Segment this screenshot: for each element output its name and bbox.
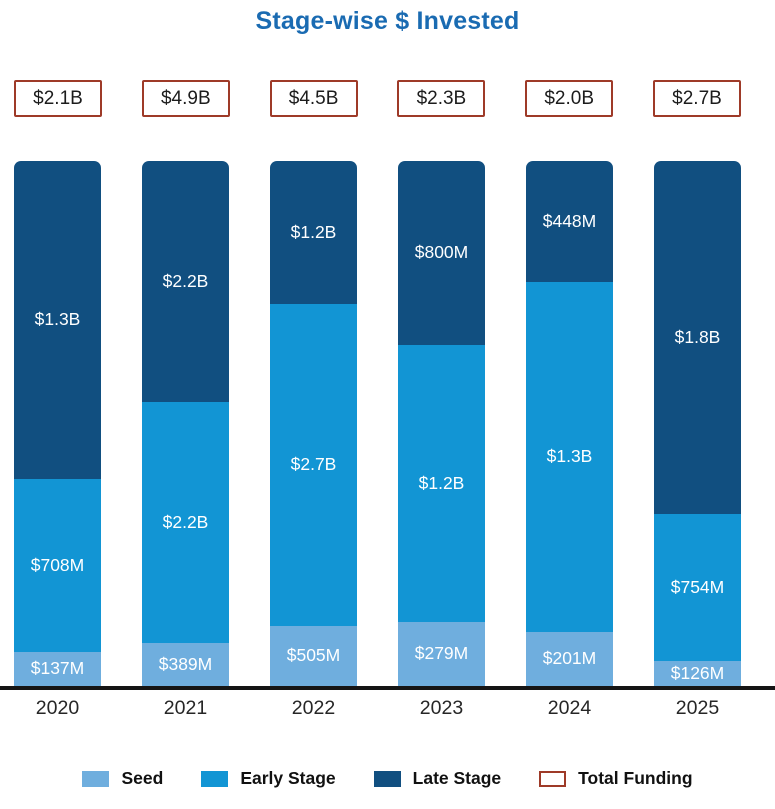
bar-2021: $2.2B $2.2B $389M xyxy=(142,161,229,686)
segment-value-label-seed-2020: $137M xyxy=(30,658,85,679)
segment-early-stage-2023: $1.2B xyxy=(398,345,485,622)
x-axis-label-2020: 2020 xyxy=(35,697,80,719)
segment-seed-2023: $279M xyxy=(398,621,485,686)
segment-value-label-late-stage-2020: $1.3B xyxy=(34,309,81,330)
segment-seed-2024: $201M xyxy=(526,631,613,686)
segment-value-label-seed-2023: $279M xyxy=(414,643,469,664)
segment-value-label-early-stage-2022: $2.7B xyxy=(290,454,337,475)
segment-value-label-late-stage-2021: $2.2B xyxy=(162,270,209,291)
segment-value-label-early-stage-2023: $1.2B xyxy=(418,472,465,493)
segment-late-stage-2025: $1.8B xyxy=(654,161,741,514)
total-funding-box-2021: $4.9B xyxy=(141,80,230,117)
segment-value-label-seed-2021: $389M xyxy=(158,653,213,674)
segment-seed-2021: $389M xyxy=(142,643,229,686)
segment-value-label-late-stage-2025: $1.8B xyxy=(674,326,721,347)
total-funding-box-2022: $4.5B xyxy=(269,80,358,117)
x-axis-label-2021: 2021 xyxy=(163,697,208,719)
segment-value-label-seed-2025: $126M xyxy=(670,662,725,683)
segment-value-label-early-stage-2020: $708M xyxy=(30,555,85,576)
bar-2024: $448M $1.3B $201M xyxy=(526,161,613,686)
segment-early-stage-2025: $754M xyxy=(654,513,741,662)
legend-item-seed: Seed xyxy=(82,768,163,789)
legend-item-early-stage: Early Stage xyxy=(201,768,336,789)
total-funding-box-2023: $2.3B xyxy=(397,80,486,117)
legend-item-late-stage: Late Stage xyxy=(373,768,502,789)
x-axis-label-2024: 2024 xyxy=(547,697,592,719)
bar-2023: $800M $1.2B $279M xyxy=(398,161,485,686)
legend-swatch-seed xyxy=(82,770,110,787)
segment-late-stage-2020: $1.3B xyxy=(14,161,101,480)
segment-value-label-early-stage-2024: $1.3B xyxy=(546,446,593,466)
segment-early-stage-2022: $2.7B xyxy=(270,304,357,626)
segment-late-stage-2021: $2.2B xyxy=(142,161,229,403)
segment-early-stage-2021: $2.2B xyxy=(142,402,229,644)
segment-value-label-seed-2024: $201M xyxy=(542,648,597,669)
segment-early-stage-2024: $1.3B xyxy=(526,281,613,632)
segment-value-label-late-stage-2024: $448M xyxy=(542,210,597,231)
total-funding-row: $2.1B $4.9B $4.5B $2.3B $2.0B $2.7B xyxy=(0,80,775,117)
x-axis-label-2022: 2022 xyxy=(291,697,336,719)
segment-value-label-late-stage-2023: $800M xyxy=(414,242,469,263)
page-title: Stage-wise $ Invested xyxy=(255,7,520,35)
segment-value-label-early-stage-2021: $2.2B xyxy=(162,512,209,532)
legend-label-late-stage: Late Stage xyxy=(412,768,502,788)
x-axis-labels-row: 2020 2021 2022 2023 2024 2025 xyxy=(0,697,775,720)
legend-swatch-total-funding xyxy=(539,770,567,787)
legend-label-early-stage: Early Stage xyxy=(240,768,336,788)
segment-seed-2022: $505M xyxy=(270,625,357,686)
legend-label-seed: Seed xyxy=(121,768,164,788)
segment-value-label-seed-2022: $505M xyxy=(286,645,341,666)
x-axis-line xyxy=(0,686,775,690)
legend-label-total-funding: Total Funding xyxy=(578,768,693,788)
total-funding-box-2025: $2.7B xyxy=(652,80,741,117)
segment-seed-2025: $126M xyxy=(654,661,741,686)
bar-2022: $1.2B $2.7B $505M xyxy=(270,161,357,686)
segment-early-stage-2020: $708M xyxy=(14,479,101,653)
segment-value-label-early-stage-2025: $754M xyxy=(670,576,725,597)
legend-item-total-funding: Total Funding xyxy=(539,768,693,789)
x-axis-label-2025: 2025 xyxy=(675,697,720,719)
segment-late-stage-2024: $448M xyxy=(526,161,613,282)
segment-value-label-late-stage-2022: $1.2B xyxy=(290,221,337,242)
x-axis-label-2023: 2023 xyxy=(419,697,464,719)
total-funding-box-2024: $2.0B xyxy=(525,80,614,117)
legend-swatch-late-stage xyxy=(373,770,401,787)
segment-seed-2020: $137M xyxy=(14,652,101,686)
chart-legend: Seed Early Stage Late Stage Total Funding xyxy=(0,768,775,789)
bar-2020: $1.3B $708M $137M xyxy=(14,161,101,686)
stacked-bar-chart: $1.3B $708M $137M $2.2B $2.2B $389M $1.2B $2.7B… xyxy=(0,161,775,686)
total-funding-box-2020: $2.1B xyxy=(14,80,102,117)
legend-swatch-early-stage xyxy=(201,770,229,787)
segment-late-stage-2022: $1.2B xyxy=(270,161,357,305)
segment-late-stage-2023: $800M xyxy=(398,161,485,346)
bar-2025: $1.8B $754M $126M xyxy=(654,161,741,686)
